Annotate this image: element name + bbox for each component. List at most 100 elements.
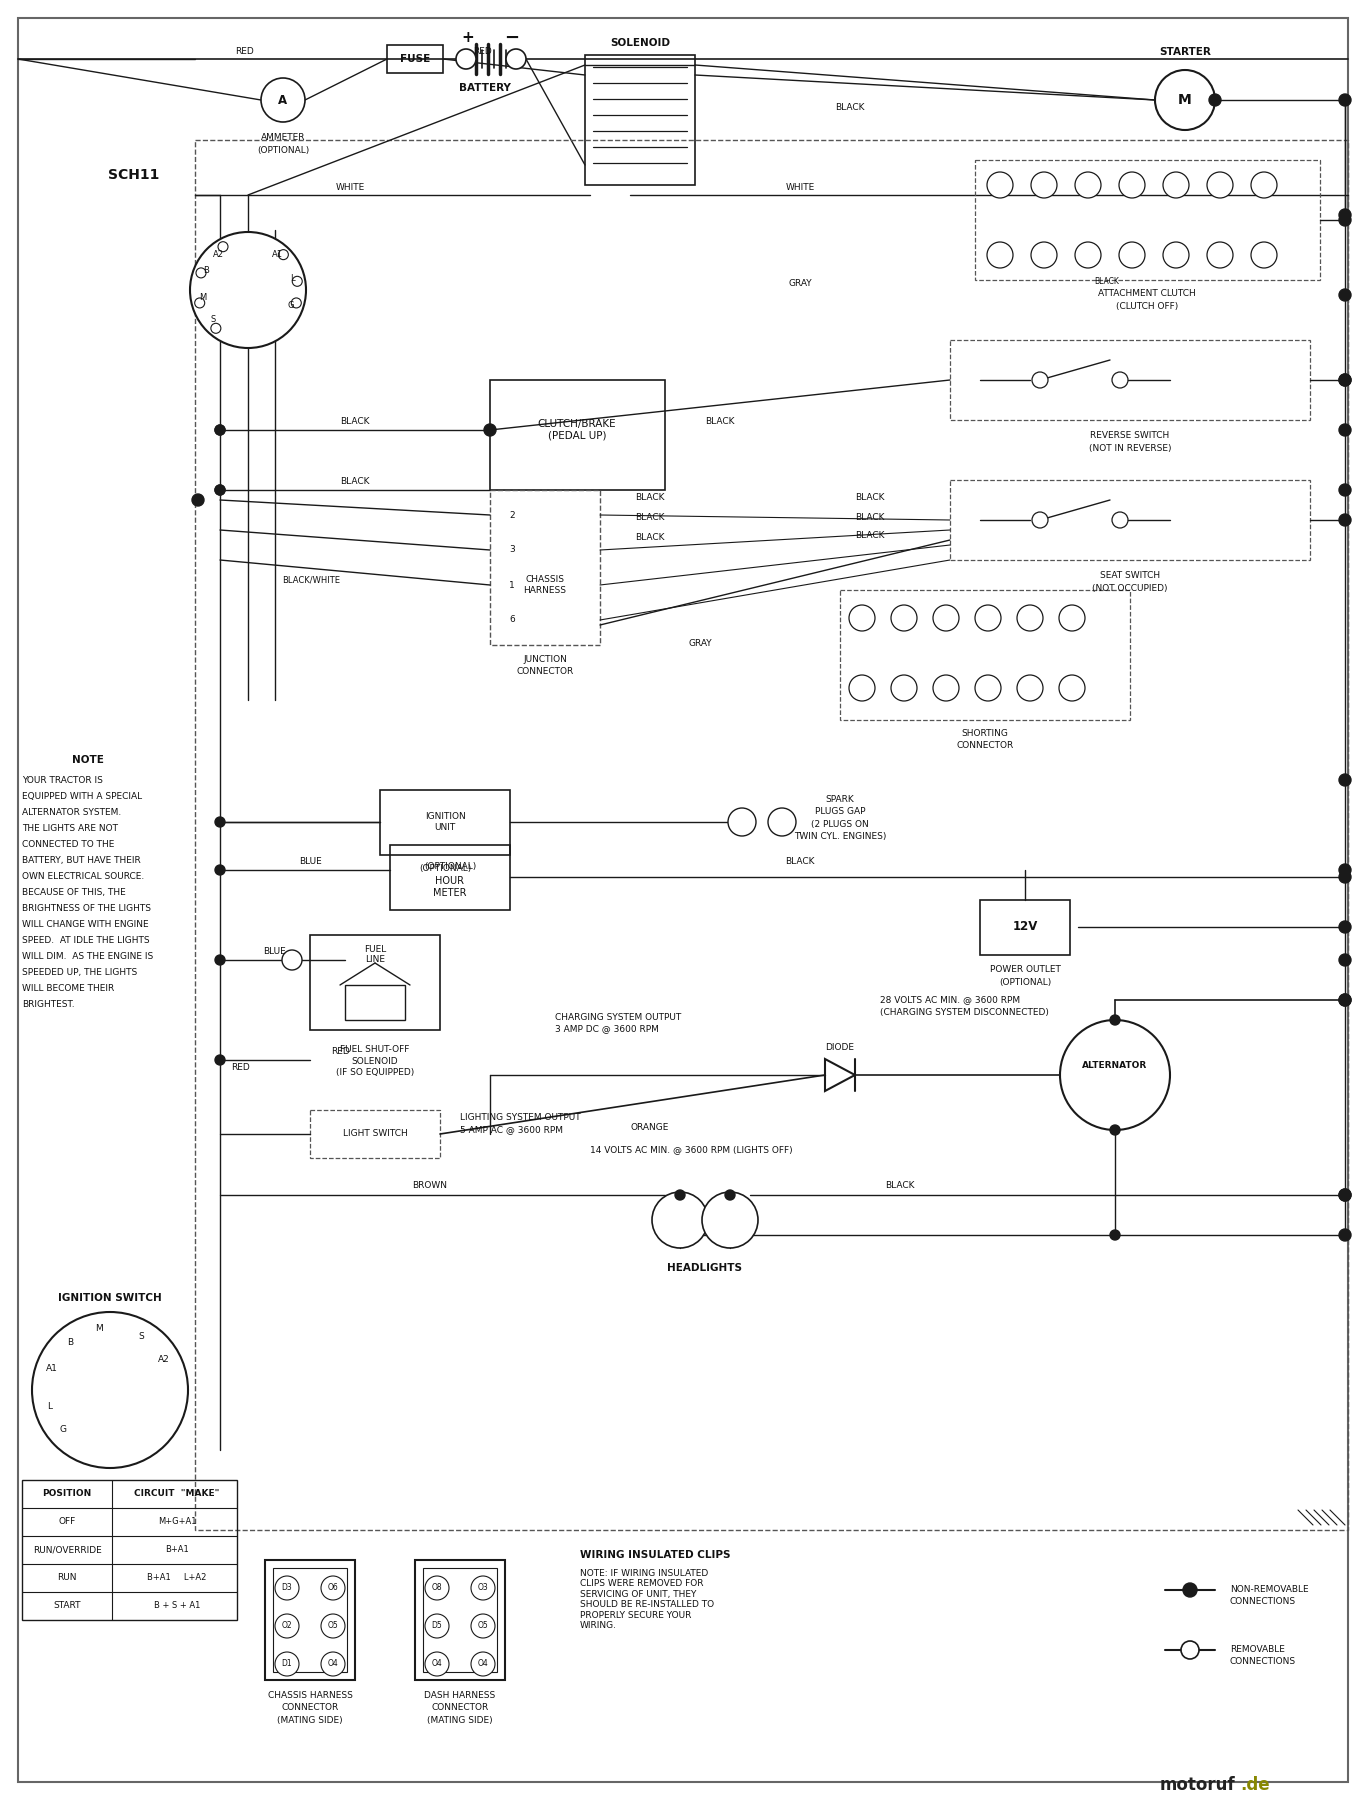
Text: O5: O5 bbox=[478, 1622, 489, 1631]
Text: THE LIGHTS ARE NOT: THE LIGHTS ARE NOT bbox=[22, 824, 117, 833]
Text: D5: D5 bbox=[432, 1622, 443, 1631]
Text: B+A1: B+A1 bbox=[165, 1546, 189, 1555]
Circle shape bbox=[1339, 1190, 1351, 1201]
Circle shape bbox=[321, 1577, 346, 1600]
Circle shape bbox=[1031, 173, 1057, 198]
Circle shape bbox=[219, 241, 228, 252]
Circle shape bbox=[275, 1577, 299, 1600]
Text: ATTACHMENT CLUTCH: ATTACHMENT CLUTCH bbox=[1098, 290, 1195, 299]
Text: IGNITION SWITCH: IGNITION SWITCH bbox=[59, 1292, 163, 1303]
Bar bbox=[72, 1372, 148, 1408]
Text: BROWN: BROWN bbox=[413, 1181, 448, 1190]
Text: (MATING SIDE): (MATING SIDE) bbox=[428, 1715, 493, 1724]
Circle shape bbox=[1162, 241, 1188, 268]
Text: motoruf: motoruf bbox=[1160, 1777, 1236, 1795]
Text: 3: 3 bbox=[510, 545, 515, 554]
Circle shape bbox=[214, 817, 225, 826]
Text: BLACK: BLACK bbox=[835, 103, 865, 112]
Text: BLACK: BLACK bbox=[785, 857, 814, 866]
Circle shape bbox=[425, 1652, 449, 1676]
Circle shape bbox=[1339, 425, 1351, 436]
Circle shape bbox=[850, 675, 876, 700]
Circle shape bbox=[1251, 173, 1277, 198]
Text: TWIN CYL. ENGINES): TWIN CYL. ENGINES) bbox=[794, 832, 887, 841]
Text: STARTER: STARTER bbox=[1160, 47, 1210, 58]
Text: CHASSIS
HARNESS: CHASSIS HARNESS bbox=[523, 576, 567, 594]
Circle shape bbox=[1119, 173, 1145, 198]
Circle shape bbox=[291, 299, 302, 308]
Circle shape bbox=[214, 425, 225, 436]
Circle shape bbox=[1339, 374, 1351, 385]
Circle shape bbox=[321, 1652, 346, 1676]
Text: 12V: 12V bbox=[1012, 920, 1038, 934]
Text: AMMETER: AMMETER bbox=[261, 133, 305, 142]
Text: M: M bbox=[199, 293, 206, 302]
Circle shape bbox=[1339, 374, 1351, 385]
Text: BLACK: BLACK bbox=[635, 513, 665, 522]
Circle shape bbox=[484, 425, 496, 436]
Bar bbox=[949, 340, 1310, 419]
Circle shape bbox=[214, 866, 225, 875]
Text: FUEL SHUT-OFF: FUEL SHUT-OFF bbox=[340, 1044, 410, 1053]
Circle shape bbox=[1112, 373, 1128, 389]
Text: S: S bbox=[138, 1332, 143, 1341]
Bar bbox=[273, 1568, 347, 1672]
Text: CONNECTED TO THE: CONNECTED TO THE bbox=[22, 841, 115, 850]
Text: HEADLIGHTS: HEADLIGHTS bbox=[668, 1264, 743, 1273]
Text: SPEED.  AT IDLE THE LIGHTS: SPEED. AT IDLE THE LIGHTS bbox=[22, 936, 150, 945]
Bar bbox=[423, 1568, 497, 1672]
Circle shape bbox=[279, 250, 288, 259]
Circle shape bbox=[1339, 954, 1351, 967]
Circle shape bbox=[1339, 1190, 1351, 1201]
Circle shape bbox=[1208, 173, 1233, 198]
Circle shape bbox=[1339, 871, 1351, 884]
Bar bbox=[310, 1111, 440, 1157]
Circle shape bbox=[214, 484, 225, 495]
Bar bbox=[949, 481, 1310, 560]
Text: GRAY: GRAY bbox=[788, 279, 811, 288]
Text: CHARGING SYSTEM OUTPUT: CHARGING SYSTEM OUTPUT bbox=[555, 1012, 682, 1022]
Text: START: START bbox=[53, 1602, 81, 1611]
Text: RED: RED bbox=[474, 47, 492, 56]
Text: BLACK: BLACK bbox=[340, 477, 370, 486]
Text: B + S + A1: B + S + A1 bbox=[154, 1602, 201, 1611]
Text: B: B bbox=[67, 1337, 74, 1346]
Circle shape bbox=[1339, 290, 1351, 301]
Text: ORANGE: ORANGE bbox=[631, 1123, 669, 1132]
Circle shape bbox=[210, 324, 221, 333]
Circle shape bbox=[891, 675, 917, 700]
Text: YOUR TRACTOR IS: YOUR TRACTOR IS bbox=[22, 776, 102, 785]
Text: WILL BECOME THEIR: WILL BECOME THEIR bbox=[22, 985, 115, 994]
Circle shape bbox=[975, 605, 1001, 632]
Circle shape bbox=[281, 950, 302, 970]
Circle shape bbox=[675, 1190, 684, 1201]
Circle shape bbox=[1339, 994, 1351, 1006]
Circle shape bbox=[1339, 1229, 1351, 1240]
Bar bbox=[840, 590, 1130, 720]
Text: REVERSE SWITCH: REVERSE SWITCH bbox=[1090, 432, 1169, 441]
Text: BRIGHTNESS OF THE LIGHTS: BRIGHTNESS OF THE LIGHTS bbox=[22, 904, 152, 913]
Text: NOTE: NOTE bbox=[72, 754, 104, 765]
Circle shape bbox=[768, 808, 796, 835]
Text: +: + bbox=[462, 31, 474, 45]
Text: NOTE: IF WIRING INSULATED
CLIPS WERE REMOVED FOR
SERVICING OF UNIT, THEY
SHOULD : NOTE: IF WIRING INSULATED CLIPS WERE REM… bbox=[581, 1570, 714, 1631]
Text: M: M bbox=[96, 1325, 102, 1334]
Text: 3 AMP DC @ 3600 RPM: 3 AMP DC @ 3600 RPM bbox=[555, 1024, 658, 1033]
Text: 14 VOLTS AC MIN. @ 3600 RPM (LIGHTS OFF): 14 VOLTS AC MIN. @ 3600 RPM (LIGHTS OFF) bbox=[590, 1145, 792, 1154]
Text: WILL CHANGE WITH ENGINE: WILL CHANGE WITH ENGINE bbox=[22, 920, 149, 929]
Text: ALTERNATOR SYSTEM.: ALTERNATOR SYSTEM. bbox=[22, 808, 122, 817]
Text: BLACK: BLACK bbox=[340, 418, 370, 427]
Text: CONNECTOR: CONNECTOR bbox=[432, 1703, 489, 1712]
Text: A2: A2 bbox=[158, 1354, 169, 1364]
Polygon shape bbox=[825, 1058, 855, 1091]
Circle shape bbox=[1339, 515, 1351, 526]
Bar bbox=[387, 45, 443, 74]
Circle shape bbox=[1183, 1582, 1197, 1597]
Text: BLACK/WHITE: BLACK/WHITE bbox=[281, 576, 340, 585]
Text: L: L bbox=[48, 1402, 53, 1411]
Circle shape bbox=[471, 1615, 494, 1638]
Text: (NOT OCCUPIED): (NOT OCCUPIED) bbox=[1093, 583, 1168, 592]
Text: WHITE: WHITE bbox=[785, 182, 814, 191]
Text: BLACK: BLACK bbox=[855, 531, 885, 540]
Text: (IF SO EQUIPPED): (IF SO EQUIPPED) bbox=[336, 1069, 414, 1078]
